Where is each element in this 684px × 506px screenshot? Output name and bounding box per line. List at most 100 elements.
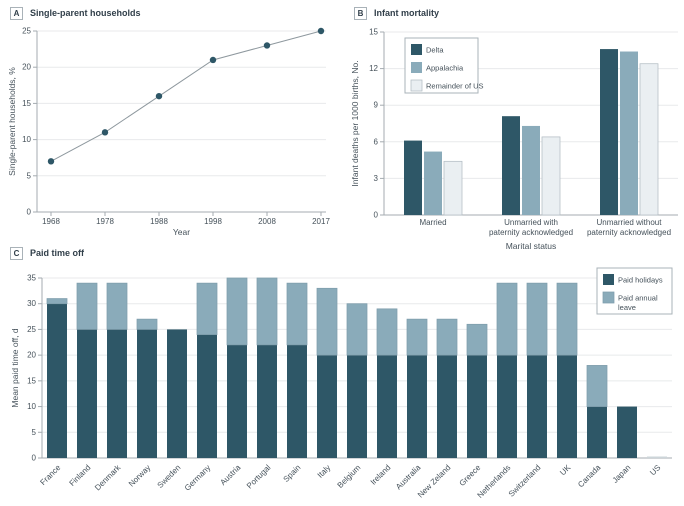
legend-swatch — [411, 62, 422, 73]
y-tick-label: 30 — [27, 299, 36, 308]
single-parent-households-line-chart: 0 5 10 15 20 25 Single-parent households, % Yea… — [7, 27, 330, 238]
bar-us-zero — [647, 456, 667, 458]
y-tick-label: 0 — [32, 454, 37, 463]
bar-canada-paid-holidays — [587, 406, 607, 458]
x-category-label: Austria — [218, 463, 242, 487]
bar-japan-paid-holidays — [617, 406, 637, 458]
bar-remainder-of-us — [443, 160, 463, 216]
y-tick-label: 25 — [22, 27, 31, 36]
bar-netherlands-paid-annual-leave — [496, 282, 518, 356]
bar-spain-paid-holidays — [287, 344, 307, 458]
bar-delta — [600, 49, 618, 215]
x-category-label: Unmarried without — [597, 218, 663, 227]
bar-greece-paid-holidays — [467, 355, 487, 458]
data-point-1988 — [155, 92, 163, 100]
x-category-label: Portugal — [245, 463, 273, 491]
bar-sweden-paid-holidays — [167, 329, 187, 458]
data-point-2017 — [317, 27, 325, 35]
paid-time-off-stacked-bar-chart: 0 5 10 15 20 25 30 35 Mean paid time off, d Franc… — [10, 267, 673, 500]
y-tick-label: 12 — [369, 64, 378, 73]
panel-b-label-box: B — [354, 6, 367, 20]
y-tick-label: 6 — [374, 137, 379, 146]
bar-australia-paid-annual-leave — [406, 318, 428, 356]
trend-line — [50, 30, 322, 162]
bar-new-zeland-paid-holidays — [437, 355, 457, 458]
bar-austria-paid-annual-leave — [226, 277, 248, 346]
bar-remainder-of-us — [639, 63, 659, 216]
legend-label: Paid annual — [618, 294, 658, 303]
data-point-2008 — [263, 42, 271, 49]
y-tick-label: 15 — [22, 99, 31, 108]
y-tick-label: 0 — [27, 208, 32, 217]
panel-c-header: C Paid time off — [10, 246, 680, 260]
panel-c-label-box: C — [10, 246, 23, 260]
bar-portugal-paid-annual-leave — [256, 277, 278, 346]
x-axis-title: Marital status — [506, 241, 557, 251]
x-tick-label: 1978 — [96, 217, 114, 226]
bar-australia-paid-holidays — [407, 355, 427, 458]
legend-label: Delta — [426, 46, 444, 55]
bar-appalachia — [522, 125, 540, 215]
y-tick-label: 35 — [27, 274, 36, 283]
bar-netherlands-paid-holidays — [497, 355, 517, 458]
y-tick-label: 9 — [374, 101, 379, 110]
y-axis-title: Mean paid time off, d — [10, 328, 20, 407]
legend-swatch — [410, 79, 423, 92]
bar-portugal-paid-holidays — [257, 344, 277, 458]
x-tick-label: 1968 — [42, 217, 60, 226]
bar-ireland-paid-annual-leave — [376, 308, 398, 356]
x-category-label: Unmarried with — [504, 218, 558, 227]
data-point-1978 — [101, 129, 109, 136]
legend-swatch — [602, 291, 615, 304]
x-category-label: Belgium — [336, 463, 363, 490]
y-axis-title: Single-parent households, % — [7, 67, 17, 176]
x-category-label: Australia — [394, 463, 423, 492]
x-category-label: Norway — [127, 463, 153, 489]
data-point-1998 — [209, 56, 217, 64]
bar-finland-paid-holidays — [77, 329, 97, 458]
panel-a-header: A Single-parent households — [10, 6, 340, 20]
x-category-label: Germany — [183, 463, 213, 493]
x-category-label: UK — [558, 463, 573, 478]
bar-spain-paid-annual-leave — [286, 282, 308, 346]
x-category-label: Switzerland — [507, 463, 543, 499]
x-category-label: Sweden — [156, 463, 183, 490]
bar-finland-paid-annual-leave — [76, 282, 98, 330]
legend-label: Paid holidays — [618, 276, 663, 285]
panel-c-title: Paid time off — [30, 248, 85, 258]
panel-b-header: B Infant mortality — [354, 6, 682, 20]
bar-austria-paid-holidays — [227, 344, 247, 458]
bar-denmark-paid-holidays — [107, 329, 127, 458]
bar-germany-paid-annual-leave — [196, 282, 218, 335]
y-tick-label: 15 — [27, 376, 36, 385]
x-category-label: Married — [419, 218, 446, 227]
bar-france-paid-annual-leave — [46, 298, 68, 305]
x-category-label: Denmark — [93, 462, 123, 492]
legend-label: Appalachia — [426, 64, 464, 73]
x-tick-label: 2017 — [312, 217, 330, 226]
bar-uk-paid-annual-leave — [556, 282, 578, 356]
bar-norway-paid-holidays — [137, 329, 157, 458]
legend-label: Remainder of US — [426, 82, 484, 91]
panel-paid-time-off: C Paid time off 0 5 10 15 20 25 30 35 Mean paid … — [6, 246, 680, 504]
panel-b-title: Infant mortality — [374, 8, 440, 18]
x-tick-label: 1998 — [204, 217, 222, 226]
panel-a-title: Single-parent households — [30, 8, 141, 18]
bar-switzerland-paid-holidays — [527, 355, 547, 458]
bar-belgium-paid-annual-leave — [346, 303, 368, 356]
x-tick-label: 2008 — [258, 217, 276, 226]
x-category-label: Canada — [576, 463, 603, 490]
panel-infant-mortality: B Infant mortality 0 3 6 9 12 15 Infant deaths… — [350, 6, 682, 256]
infant-mortality-grouped-bar-chart: 0 3 6 9 12 15 Infant deaths per 1000 births, N… — [350, 28, 678, 251]
y-tick-label: 5 — [32, 428, 37, 437]
bar-delta — [404, 140, 422, 215]
legend-label: leave — [618, 303, 636, 312]
data-point-1968 — [47, 158, 55, 165]
y-tick-label: 20 — [22, 63, 31, 72]
bar-germany-paid-holidays — [197, 334, 217, 458]
x-category-label: paternity acknowledged — [489, 228, 573, 237]
x-category-label: Italy — [316, 463, 333, 480]
y-tick-label: 20 — [27, 351, 36, 360]
bar-new-zeland-paid-annual-leave — [436, 318, 458, 356]
